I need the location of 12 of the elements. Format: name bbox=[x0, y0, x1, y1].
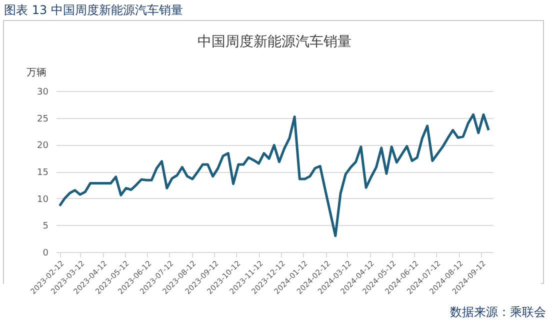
text: 图表 13 中国周度新能源汽车销量 bbox=[4, 2, 183, 19]
y-tick-label: 10 bbox=[37, 194, 49, 205]
y-tick-label: 25 bbox=[37, 114, 48, 124]
y-tick-label: 15 bbox=[37, 168, 48, 178]
source-note: 数据来源：乘联会 bbox=[450, 304, 546, 321]
line-series bbox=[58, 113, 490, 238]
y-tick-label: 5 bbox=[42, 222, 48, 232]
y-tick-label: 20 bbox=[37, 141, 49, 152]
y-tick-label: 30 bbox=[37, 88, 49, 98]
chart-title: 中国周度新能源汽车销量 bbox=[198, 34, 352, 50]
y-tick-label: 0 bbox=[42, 248, 49, 258]
y-axis-title: 万辆 bbox=[26, 66, 46, 78]
